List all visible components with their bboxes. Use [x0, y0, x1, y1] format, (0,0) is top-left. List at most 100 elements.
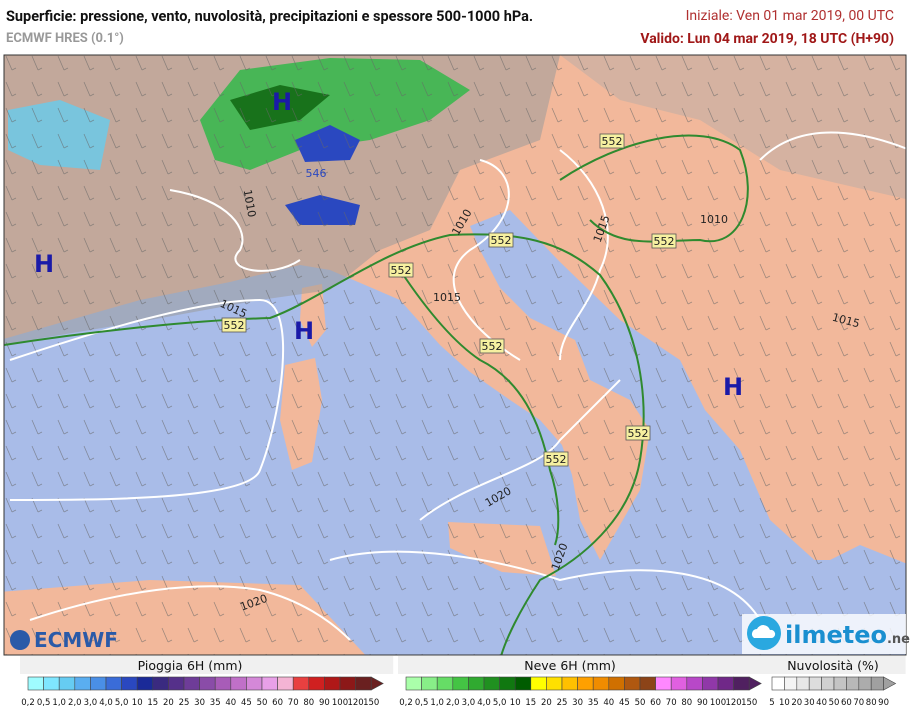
legend-label: 45	[241, 698, 252, 708]
legend-label: 100	[710, 698, 726, 708]
legend-swatch	[121, 676, 138, 691]
legend-label: 50	[635, 698, 646, 708]
legend-label: 3,0	[84, 698, 98, 708]
legend-label: 60	[650, 698, 661, 708]
thickness-box	[488, 232, 514, 248]
legend-swatch	[355, 676, 372, 691]
legend-swatch	[639, 676, 656, 691]
thickness-label: 552	[602, 135, 623, 148]
legend-swatch	[405, 676, 422, 691]
thickness-label: 552	[628, 427, 649, 440]
legend-swatch	[277, 676, 294, 691]
legend-background	[20, 656, 394, 674]
legend-swatch	[796, 676, 810, 691]
legend-swatch	[514, 676, 532, 691]
legend-label: 0,5	[37, 698, 51, 708]
legend-label: 15	[525, 698, 536, 708]
thickness-label: 552	[491, 234, 512, 247]
legend-swatch	[421, 676, 438, 691]
ecmwf-logo: ECMWF	[10, 628, 118, 652]
legend-swatch	[168, 676, 185, 691]
legend-swatch	[58, 676, 76, 691]
legend-swatch	[436, 676, 454, 691]
legend-label: 1,0	[430, 698, 444, 708]
legend-label: 2,0	[68, 698, 82, 708]
pressure-centers: H H H H	[34, 88, 743, 401]
valid-time: Valido: Lun 04 mar 2019, 18 UTC (H+90)	[640, 31, 894, 47]
legend-label: 25	[557, 698, 568, 708]
model-name: ECMWF HRES (0.1°)	[6, 31, 124, 46]
legend-swatch	[339, 676, 356, 691]
legend-label: 15	[147, 698, 158, 708]
legend-label: 40	[225, 698, 236, 708]
legend-swatch	[43, 676, 60, 691]
legend-label: 5,0	[115, 698, 129, 708]
thickness-label: 552	[224, 319, 245, 332]
legend-label: 40	[603, 698, 614, 708]
legend-swatch	[530, 676, 547, 691]
thickness-box	[625, 425, 651, 441]
legend-background	[398, 656, 772, 674]
legend-label: 60	[841, 698, 852, 708]
legend-label: 45	[619, 698, 630, 708]
legend-swatch	[624, 676, 641, 691]
legend-swatch	[858, 676, 872, 691]
legend-swatch	[292, 676, 310, 691]
legend-label: 4,0	[99, 698, 113, 708]
legend-label: 35	[210, 698, 221, 708]
map-title: Superficie: pressione, vento, nuvolosità…	[6, 8, 534, 25]
legend-arrow	[883, 676, 897, 691]
legend-label: 20	[163, 698, 174, 708]
legend-label: 120	[725, 698, 741, 708]
legend-label: 30	[804, 698, 815, 708]
legend-swatch	[246, 676, 263, 691]
legend-swatch	[771, 676, 785, 691]
thickness-box	[543, 451, 569, 467]
legend-swatch	[561, 676, 578, 691]
legend-label: 70	[288, 698, 299, 708]
legend-label: 150	[741, 698, 757, 708]
legend-swatch	[468, 676, 485, 691]
legend-title: Neve 6H (mm)	[524, 658, 616, 673]
legend-label: 80	[866, 698, 877, 708]
thickness-label: 552	[482, 340, 503, 353]
legend-swatch	[324, 676, 341, 691]
isobar-label: 1010	[241, 188, 259, 218]
legend-label: 80	[681, 698, 692, 708]
legend-label: 90	[697, 698, 708, 708]
legend-label: 20	[791, 698, 802, 708]
legend-label: 80	[303, 698, 314, 708]
map-frame	[3, 54, 907, 656]
legend-label: 2,0	[446, 698, 460, 708]
legend-label: 50	[257, 698, 268, 708]
legend-label: 40	[816, 698, 827, 708]
legend-title: Pioggia 6H (mm)	[138, 658, 243, 673]
legend-label: 10	[779, 698, 790, 708]
thickness-label: 546	[306, 167, 327, 180]
thickness-label: 552	[546, 453, 567, 466]
ilmeteo-logo-text: ilmeteo.net	[785, 621, 910, 649]
legend-title: Nuvolosità (%)	[787, 658, 879, 673]
legend-label: 70	[666, 698, 677, 708]
legend-swatch	[199, 676, 216, 691]
map-area	[4, 55, 906, 655]
legend-swatch	[702, 676, 719, 691]
legend-label: 4,0	[477, 698, 491, 708]
legend-swatch	[655, 676, 672, 691]
isobar-label: 1015	[433, 291, 461, 304]
legends: Pioggia 6H (mm)0,2 0,5 1,0 2,0 3,0 4,0 5,0 10 15…	[20, 656, 906, 708]
legend-swatch	[105, 676, 122, 691]
thickness-box	[388, 262, 414, 278]
legend-swatch	[483, 676, 500, 691]
high-pressure: H	[723, 373, 743, 401]
legend-swatch	[577, 676, 594, 691]
legend-label: 20	[541, 698, 552, 708]
legend-label: 0,2	[399, 698, 413, 708]
legend-swatch	[733, 676, 750, 691]
legend-label: 90	[319, 698, 330, 708]
legend-label: 50	[829, 698, 840, 708]
thickness-box	[479, 338, 505, 354]
legend-label: 0,2	[21, 698, 35, 708]
legend-swatch	[183, 676, 200, 691]
